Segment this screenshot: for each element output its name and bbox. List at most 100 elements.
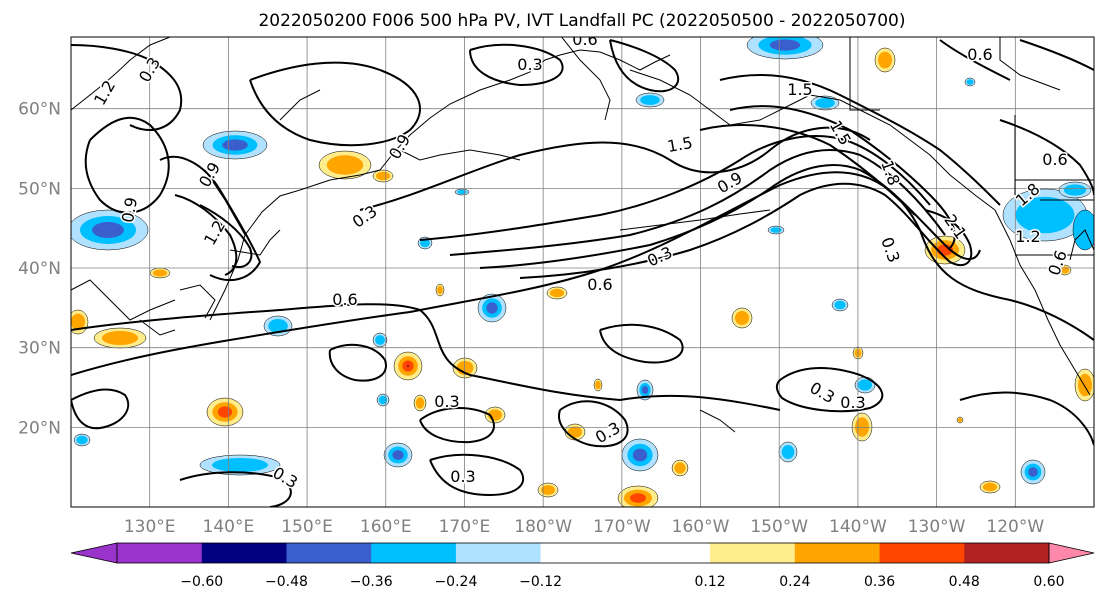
ivt-contour-line <box>699 124 916 216</box>
pv-anomaly-patch <box>1078 373 1092 397</box>
pv-anomaly-patch <box>1072 209 1094 251</box>
latitude-label: 30°N <box>18 339 61 359</box>
colorbar <box>70 542 1095 564</box>
ivt-contour-line <box>939 39 1011 81</box>
ivt-contour-line <box>419 407 495 444</box>
ivt-contour-line <box>558 400 629 448</box>
latitude-label: 60°N <box>18 100 61 120</box>
colorbar-tick-label: −0.24 <box>434 574 477 590</box>
contour-label: 0.6 <box>587 275 612 294</box>
pv-anomaly-patch <box>966 79 974 85</box>
coastline <box>994 209 1091 396</box>
longitude-label: 150°E <box>281 517 333 537</box>
pv-anomaly-patch <box>770 227 782 233</box>
colorbar-tick-label: 0.60 <box>1033 574 1064 590</box>
colorbar-bin <box>371 543 457 563</box>
pv-anomaly-patch <box>595 380 601 390</box>
ivt-contour-line <box>599 323 684 364</box>
pv-anomaly-patch <box>406 364 410 368</box>
coastline <box>560 37 611 121</box>
colorbar-bin <box>117 543 203 563</box>
pv-anomaly-patch <box>858 379 872 391</box>
longitude-label: 140°E <box>203 517 255 537</box>
pv-anomaly-patch <box>632 448 648 462</box>
pv-anomaly-patch <box>76 435 88 445</box>
pv-anomaly-patch <box>1015 196 1075 234</box>
pv-anomaly-patch <box>1028 467 1038 477</box>
ivt-contour-line <box>199 204 253 268</box>
ivt-contour-line <box>159 155 262 282</box>
contour-label: 0.3 <box>450 467 475 486</box>
coastline <box>71 37 171 111</box>
ivt-contour-line <box>429 453 525 497</box>
longitude-labels: 130°E 140°E 150°E 160°E 170°E 180°W 170°W 160°W… <box>124 517 1045 537</box>
contour-label: 0.3 <box>840 393 865 412</box>
coastline <box>999 37 1061 91</box>
pv-anomaly-patch <box>735 311 749 325</box>
ivt-contour-line <box>959 391 1094 446</box>
ivt-contours <box>71 39 1094 507</box>
colorbar-tick-labels: −0.60 −0.48 −0.36 −0.24 −0.12 0.12 0.24 0.36 0.4… <box>180 574 1064 590</box>
pv-anomaly-patch <box>217 406 233 418</box>
pv-anomaly-patch <box>781 445 795 459</box>
pv-anomaly-patch <box>486 302 498 314</box>
longitude-label: 170°W <box>593 517 651 537</box>
pv-anomaly-patch <box>376 171 390 181</box>
pv-anomaly-patch <box>375 335 385 345</box>
colorbar-extend-high <box>1048 542 1095 564</box>
pv-anomaly-patch <box>378 395 388 405</box>
map-title: 2022050200 F006 500 hPa PV, IVT Landfall… <box>258 11 905 31</box>
coastline <box>229 229 281 256</box>
ivt-contour-line <box>519 182 973 279</box>
latitude-label: 20°N <box>18 418 61 438</box>
pv-anomaly-patch <box>1063 184 1087 196</box>
colorbar-tick-label: −0.60 <box>180 574 223 590</box>
coastline <box>619 209 771 231</box>
ivt-contour-line <box>179 471 292 507</box>
colorbar-frame <box>116 542 1050 564</box>
longitude-label: 160°W <box>672 517 730 537</box>
pv-anomaly-patch <box>815 98 835 108</box>
ivt-contour-line <box>419 135 931 241</box>
pv-anomaly-patch <box>640 95 660 105</box>
contour-label: 0.3 <box>434 392 459 411</box>
pv-anomaly-patch <box>420 238 430 248</box>
pv-anomaly-patch <box>222 139 248 151</box>
ivt-contour-line <box>729 105 956 249</box>
pv-anomaly-patch <box>92 222 124 238</box>
ivt-contour-line <box>479 164 981 269</box>
colorbar-tick-label: −0.48 <box>265 574 308 590</box>
pv-anomaly-patch <box>415 397 425 409</box>
contour-label: 1.5 <box>787 80 812 99</box>
coastline <box>559 49 671 71</box>
pv-anomaly-patch <box>983 482 997 492</box>
colorbar-bin <box>455 543 542 563</box>
latitude-label: 40°N <box>18 259 61 279</box>
colorbar-bin <box>201 543 287 563</box>
coastline <box>71 279 176 321</box>
contour-label: 0.6 <box>332 290 357 309</box>
colorbar-tick-label: −0.36 <box>350 574 393 590</box>
pv-anomaly-patch <box>957 417 963 423</box>
contour-label: 0.3 <box>517 55 542 74</box>
colorbar-tick-label: 0.48 <box>949 574 980 590</box>
colorbar-tick-label: 0.24 <box>779 574 810 590</box>
longitude-label: 180°W <box>514 517 572 537</box>
ivt-contour-line <box>84 116 170 214</box>
contour-label: 1.5 <box>666 133 694 156</box>
map-panel: 0.30.30.30.30.30.3 0.30.30.30.60.60.60.60… <box>70 36 1095 508</box>
ivt-contour-line <box>71 44 183 131</box>
coastline <box>409 54 561 136</box>
colorbar-bin <box>625 543 711 563</box>
ivt-contour-line <box>328 343 387 382</box>
colorbar-bin <box>879 543 965 563</box>
ivt-contour-line <box>775 367 884 413</box>
ivt-contour-line <box>71 171 1094 376</box>
colorbar-bin <box>964 543 1050 563</box>
colorbar-bin <box>710 543 796 563</box>
longitude-label: 130°W <box>908 517 966 537</box>
ivt-contour-line <box>71 303 781 411</box>
ivt-contour-line <box>249 61 421 147</box>
longitude-label: 150°W <box>750 517 808 537</box>
